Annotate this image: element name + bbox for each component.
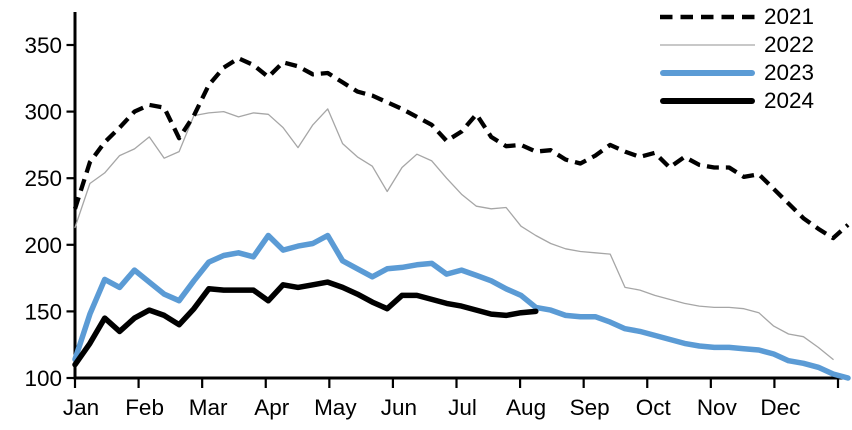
- x-tick-label-oct: Oct: [636, 395, 672, 420]
- legend-label-2021: 2021: [764, 3, 815, 29]
- x-tick-label-jun: Jun: [381, 395, 417, 420]
- x-tick-label-mar: Mar: [189, 395, 228, 420]
- legend-label-2023: 2023: [764, 59, 815, 85]
- y-tick-label: 300: [24, 100, 62, 125]
- legend-label-2022: 2022: [764, 31, 815, 57]
- legend-item-2021: 2021: [659, 3, 814, 31]
- x-tick-label-dec: Dec: [760, 395, 800, 420]
- series-line-2022: [74, 108, 834, 361]
- series-line-2023: [72, 232, 851, 381]
- legend-item-2024: 2024: [659, 87, 814, 115]
- x-tick-label-jul: Jul: [448, 395, 477, 420]
- legend-line-sample-2023: [659, 67, 756, 79]
- x-tick-label-sep: Sep: [570, 395, 610, 420]
- legend-line-sample-2021: [659, 11, 756, 23]
- y-tick-label: 250: [24, 166, 62, 191]
- series-line-2024: [72, 279, 539, 368]
- legend-line-sample-2024: [659, 95, 756, 107]
- x-tick-label-apr: Apr: [254, 395, 290, 420]
- y-tick-label: 100: [24, 366, 62, 391]
- legend-item-2022: 2022: [659, 31, 814, 59]
- x-tick-label-may: May: [314, 395, 357, 420]
- x-tick-label-jan: Jan: [63, 395, 99, 420]
- legend: 2021 2022 2023 2024: [659, 3, 814, 115]
- x-tick-label-aug: Aug: [506, 395, 546, 420]
- y-tick-label: 350: [24, 33, 62, 58]
- x-tick-label-feb: Feb: [125, 395, 164, 420]
- legend-item-2023: 2023: [659, 59, 814, 87]
- series-line-2021: [72, 56, 850, 241]
- y-tick-label: 150: [24, 299, 62, 324]
- legend-line-sample-2022: [659, 39, 756, 51]
- x-tick-label-nov: Nov: [697, 395, 738, 420]
- legend-label-2024: 2024: [764, 87, 815, 113]
- y-tick-label: 200: [24, 233, 62, 258]
